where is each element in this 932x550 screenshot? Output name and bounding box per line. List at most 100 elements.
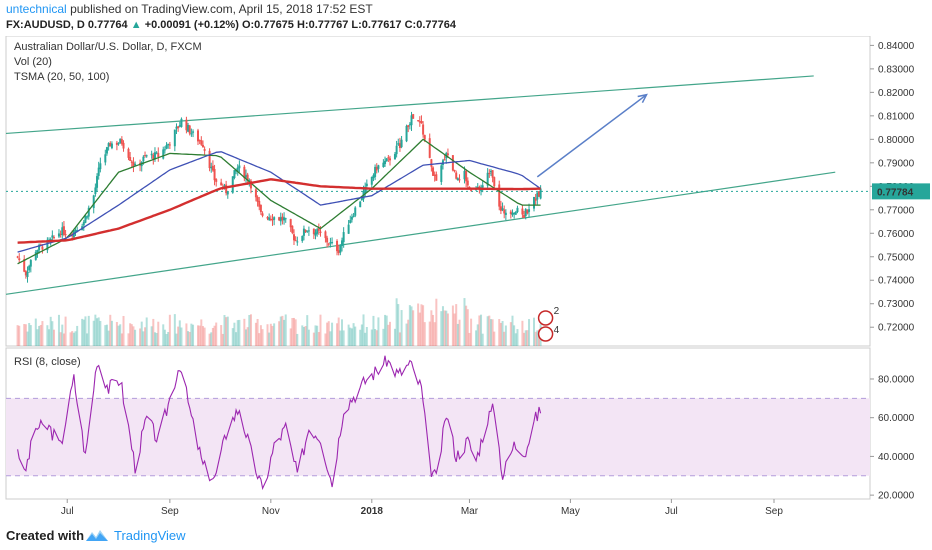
volume-bar bbox=[389, 321, 391, 346]
volume-bar bbox=[127, 333, 130, 346]
time-tick-label: Mar bbox=[461, 506, 479, 517]
price-tick-label: 0.80000 bbox=[878, 135, 915, 146]
volume-bar bbox=[120, 333, 123, 346]
candle-body bbox=[122, 142, 125, 149]
candle-body bbox=[533, 196, 535, 209]
candle-body bbox=[23, 259, 26, 272]
candle-body bbox=[504, 212, 507, 215]
volume-bar bbox=[178, 320, 181, 346]
volume-bar bbox=[266, 324, 269, 346]
change-arrow-icon: ▲ bbox=[130, 19, 142, 31]
candle-body bbox=[130, 161, 133, 163]
volume-bar bbox=[317, 332, 320, 346]
volume-bar bbox=[117, 325, 120, 346]
volume-bar bbox=[243, 318, 246, 346]
candle-body bbox=[370, 177, 373, 185]
candle-body bbox=[162, 149, 165, 159]
candle-body bbox=[302, 228, 305, 236]
volume-bar bbox=[201, 326, 204, 346]
candle-body bbox=[18, 258, 21, 260]
candle-body bbox=[254, 189, 257, 198]
volume-bar bbox=[215, 322, 218, 346]
volume-bar bbox=[140, 321, 143, 346]
volume-bar bbox=[398, 332, 401, 346]
candle-body bbox=[64, 234, 67, 236]
volume-bar bbox=[441, 306, 444, 346]
candle-body bbox=[374, 166, 377, 177]
candle-body bbox=[327, 243, 330, 245]
volume-bar bbox=[130, 324, 133, 346]
time-tick-label: Jul bbox=[665, 506, 678, 517]
volume-bar bbox=[39, 324, 42, 346]
price-change: +0.00091 (+0.12%) bbox=[144, 19, 239, 31]
volume-bar bbox=[470, 318, 473, 346]
candle-body bbox=[261, 213, 264, 216]
candle-body bbox=[456, 178, 459, 181]
candle-body bbox=[117, 143, 120, 145]
volume-bar bbox=[312, 332, 315, 346]
price-tick-label: 0.75000 bbox=[878, 252, 915, 263]
candle-body bbox=[284, 218, 287, 220]
candle-body bbox=[534, 198, 537, 201]
volume-bar bbox=[115, 322, 118, 346]
volume-bar bbox=[301, 325, 304, 346]
tradingview-brand[interactable]: TradingView bbox=[114, 528, 186, 543]
candle-body bbox=[440, 165, 443, 182]
candle-body bbox=[463, 170, 466, 180]
volume-bar bbox=[307, 329, 310, 346]
author-link[interactable]: untechnical bbox=[6, 2, 67, 16]
volume-bar bbox=[365, 327, 368, 346]
candle-body bbox=[145, 155, 148, 157]
volume-bar bbox=[408, 305, 411, 346]
candle-body bbox=[397, 143, 400, 145]
candle-body bbox=[470, 189, 473, 191]
volume-bar bbox=[489, 319, 492, 346]
volume-bar bbox=[374, 329, 377, 346]
event-flag-icon bbox=[537, 310, 554, 326]
volume-bar bbox=[188, 331, 191, 346]
candle-body bbox=[213, 168, 216, 181]
volume-bar bbox=[248, 315, 251, 346]
volume-bar bbox=[453, 313, 456, 346]
candle-body bbox=[175, 126, 178, 129]
candle-body bbox=[283, 217, 286, 221]
volume-bar bbox=[304, 326, 307, 346]
volume-bar bbox=[208, 333, 211, 346]
volume-bar bbox=[468, 332, 471, 346]
candle-body bbox=[430, 159, 433, 167]
volume-bar bbox=[81, 318, 84, 346]
candle-body bbox=[34, 251, 37, 260]
volume-bar bbox=[213, 325, 216, 346]
volume-bar bbox=[405, 323, 408, 346]
volume-bar bbox=[92, 320, 95, 346]
candle-body bbox=[360, 198, 363, 200]
volume-bar bbox=[134, 329, 137, 346]
time-tick-label: 2018 bbox=[361, 506, 384, 517]
volume-bars bbox=[16, 298, 542, 346]
candle-body bbox=[99, 163, 102, 170]
volume-bar bbox=[385, 315, 388, 346]
candle-body bbox=[384, 160, 387, 165]
candle-body bbox=[317, 228, 320, 231]
candle-body bbox=[481, 185, 484, 188]
volume-bar bbox=[99, 320, 102, 346]
candle-body bbox=[51, 235, 54, 238]
candle-body bbox=[39, 244, 42, 246]
rsi-band bbox=[6, 398, 870, 476]
volume-bar bbox=[24, 324, 27, 346]
volume-bar bbox=[246, 327, 249, 346]
volume-bar bbox=[256, 318, 259, 346]
candle-body bbox=[312, 228, 315, 235]
volume-bar bbox=[360, 324, 363, 346]
candle-body bbox=[501, 208, 504, 211]
volume-bar bbox=[463, 298, 466, 346]
volume-bar bbox=[331, 322, 334, 346]
volume-bar bbox=[362, 314, 365, 346]
volume-bar bbox=[249, 314, 252, 346]
ohlc-values: O:0.77675 H:0.77767 L:0.77617 C:0.77764 bbox=[241, 19, 456, 31]
volume-bar bbox=[289, 328, 292, 346]
tsma-line bbox=[17, 151, 541, 253]
volume-bar bbox=[291, 318, 294, 346]
price-tick-label: 0.76000 bbox=[878, 229, 915, 240]
candle-body bbox=[28, 265, 31, 271]
